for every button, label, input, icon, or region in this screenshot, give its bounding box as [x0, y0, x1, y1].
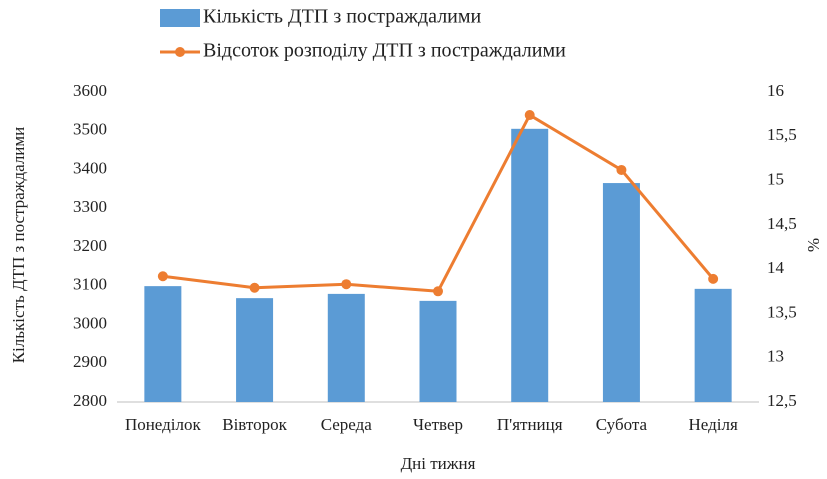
y2-tick-label: 15,5 [767, 125, 797, 144]
y2-tick-label: 13,5 [767, 302, 797, 321]
legend-swatch-marker [175, 47, 185, 57]
line-marker [616, 164, 627, 175]
y2-tick-label: 15 [767, 169, 784, 188]
y-tick-label: 3300 [73, 197, 107, 216]
bar [236, 298, 274, 402]
y2-tick-label: 14,5 [767, 214, 797, 233]
x-tick-label: Субота [596, 415, 648, 434]
y-tick-label: 3200 [73, 236, 107, 255]
y-tick-label: 2800 [73, 391, 107, 410]
x-tick-label: Вівторок [222, 415, 287, 434]
bar [419, 300, 457, 402]
line-marker [524, 110, 535, 121]
bar [602, 183, 640, 402]
line-marker [708, 273, 719, 284]
x-tick-label: Четвер [413, 415, 463, 434]
y-tick-label: 3400 [73, 158, 107, 177]
y-tick-label: 3100 [73, 275, 107, 294]
y2-tick-label: 12,5 [767, 391, 797, 410]
x-tick-label: Понеділок [125, 415, 202, 434]
legend-label: Кількість ДТП з постраждалими [203, 6, 482, 28]
x-tick-label: Неділя [689, 415, 738, 434]
line-marker [341, 279, 352, 290]
y-tick-label: 3600 [73, 81, 107, 100]
y2-tick-label: 16 [767, 81, 784, 100]
line-marker [433, 286, 443, 297]
legend-label: Відсоток розподілу ДТП з постраждалими [203, 40, 566, 62]
y2-tick-label: 14 [767, 258, 785, 277]
y2-tick-label: 13 [767, 347, 784, 366]
bar [327, 293, 365, 402]
y-tick-label: 3500 [73, 120, 107, 139]
line-marker [249, 282, 260, 293]
x-axis-title: Дні тижня [401, 454, 476, 473]
bar [694, 288, 732, 402]
y-tick-label: 2900 [73, 352, 107, 371]
bar [144, 286, 182, 402]
y-axis-title: Кількість ДТП з постраждалими [9, 127, 28, 364]
x-tick-label: П'ятниця [497, 415, 563, 434]
y-tick-label: 3000 [73, 313, 107, 332]
legend-swatch [160, 9, 200, 27]
x-tick-label: Середа [321, 415, 373, 434]
line-marker [157, 271, 168, 282]
y2-axis-title: % [804, 238, 823, 252]
bar [511, 128, 549, 402]
